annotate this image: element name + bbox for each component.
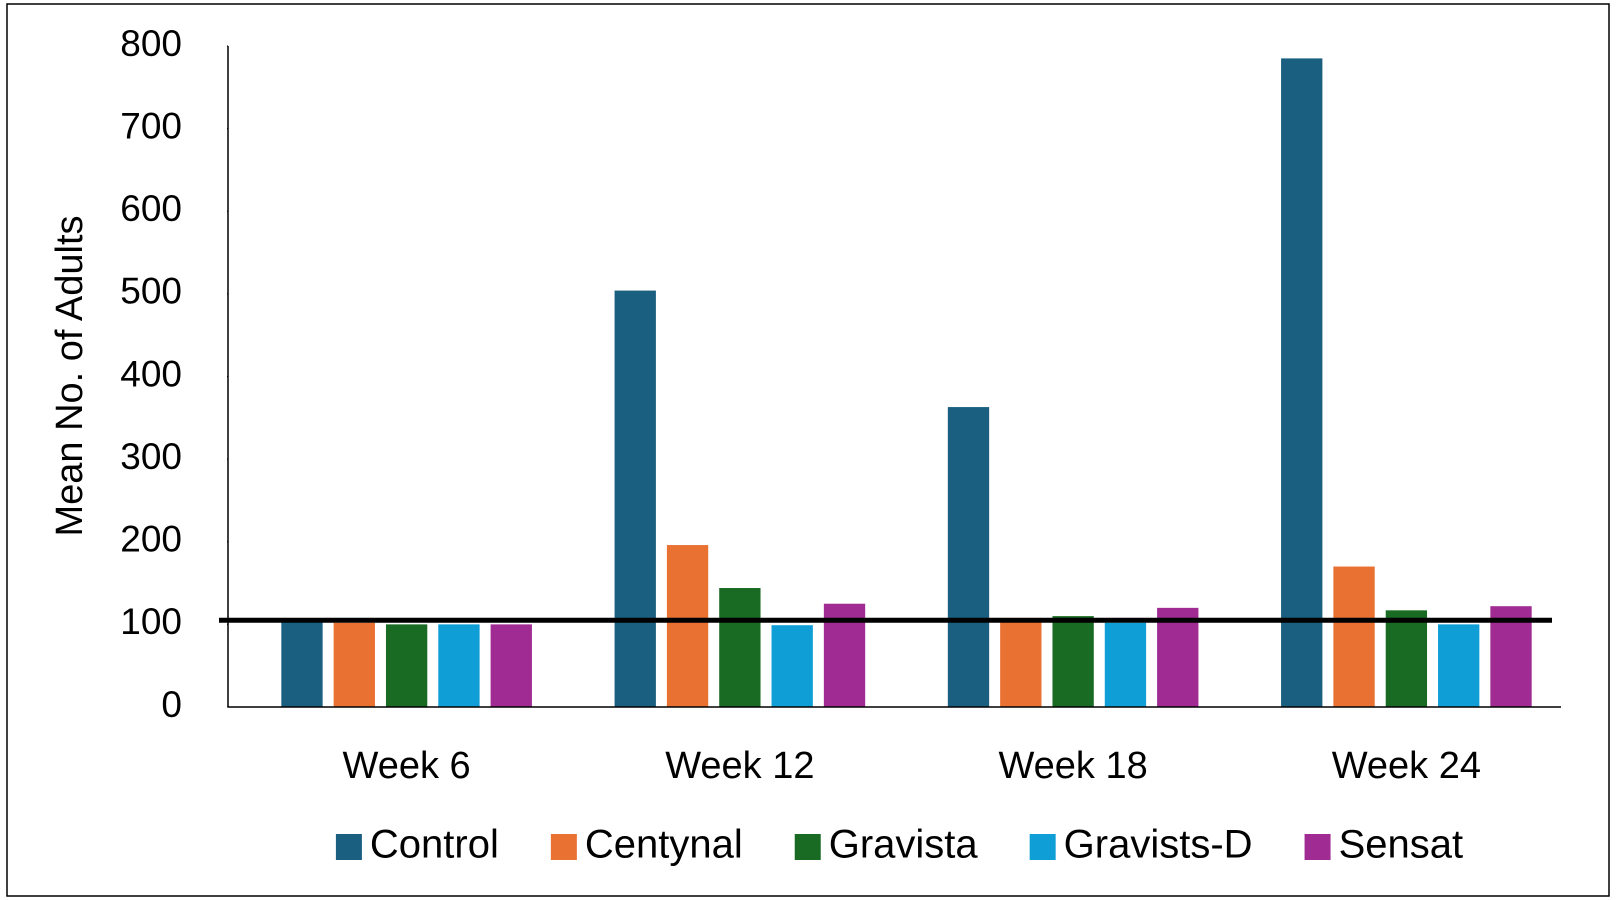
bar [1281, 58, 1323, 708]
legend-swatch [794, 834, 821, 860]
legend-label: Centynal [585, 823, 743, 867]
legend-swatch [335, 834, 362, 860]
legend-swatch [1304, 834, 1331, 860]
y-tick-label: 200 [120, 519, 182, 560]
bar [666, 545, 709, 707]
legend-item: Gravista [794, 823, 979, 867]
legend-label: Gravista [829, 823, 979, 867]
bar [333, 622, 375, 707]
bar [719, 588, 761, 707]
y-axis-label: Mean No. of Adults [49, 215, 91, 536]
legend-swatch [1029, 834, 1056, 860]
legend-item: Gravists-D [1029, 823, 1253, 867]
y-tick-label: 400 [120, 353, 182, 394]
bar [1438, 624, 1480, 707]
bar [490, 624, 532, 707]
y-tick-label: 600 [120, 188, 182, 229]
bar [1385, 610, 1428, 707]
bar [947, 407, 990, 707]
legend-label: Gravists-D [1064, 823, 1253, 867]
legend-item: Centynal [550, 823, 743, 867]
y-tick-label: 0 [161, 684, 182, 725]
bar [1490, 606, 1532, 707]
x-tick-label: Week 12 [665, 745, 814, 787]
bar [771, 625, 813, 707]
legend-label: Sensat [1339, 823, 1464, 867]
x-tick-label: Week 18 [998, 745, 1147, 787]
y-tick-label: 300 [120, 436, 182, 477]
y-tick-label: 800 [120, 23, 182, 64]
bar [385, 624, 428, 707]
chart-frame [6, 3, 1610, 897]
bar [1333, 566, 1375, 707]
legend-item: Sensat [1304, 823, 1464, 867]
bar [281, 620, 323, 707]
bar [1104, 622, 1147, 707]
bar [1000, 620, 1042, 707]
y-tick-label: 100 [120, 601, 182, 642]
bar [614, 290, 656, 707]
bar [438, 624, 480, 707]
legend-item: Control [335, 823, 499, 867]
x-tick-label: Week 24 [1332, 745, 1481, 787]
y-tick-label: 700 [120, 105, 182, 146]
bar [1052, 616, 1094, 707]
bar [1157, 607, 1199, 707]
x-tick-label: Week 6 [343, 745, 471, 787]
y-tick-label: 500 [120, 271, 182, 312]
legend-label: Control [370, 823, 499, 867]
legend-swatch [550, 834, 577, 860]
